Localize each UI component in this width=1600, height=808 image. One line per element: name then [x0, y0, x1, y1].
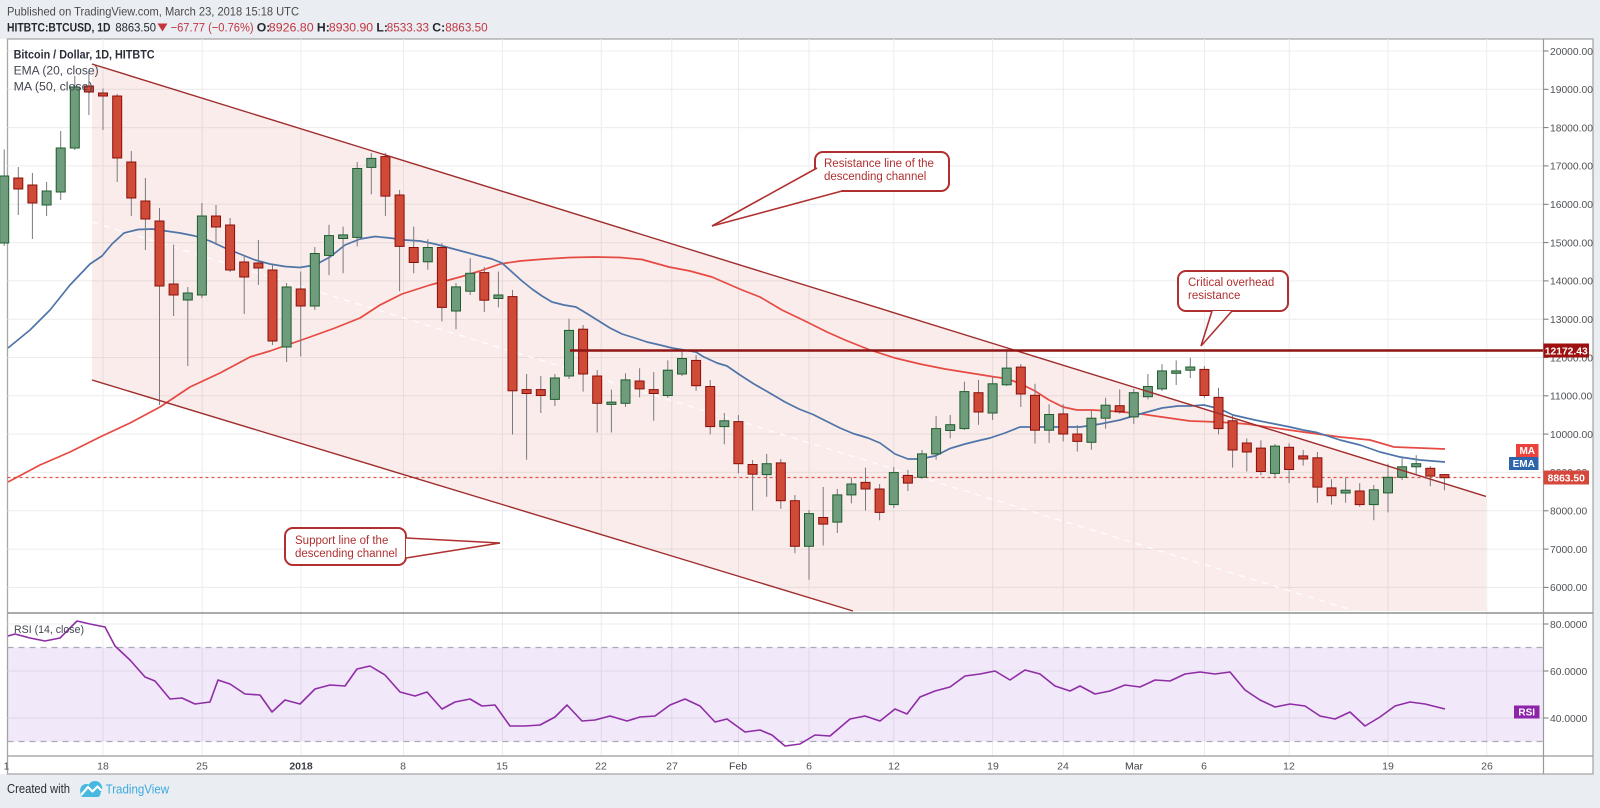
svg-text:TradingView: TradingView — [106, 782, 170, 797]
svg-text:8000.00: 8000.00 — [1550, 507, 1587, 518]
svg-text:18: 18 — [97, 761, 109, 773]
svg-text:resistance: resistance — [1188, 290, 1240, 302]
svg-text:22: 22 — [595, 761, 607, 773]
svg-text:Critical overhead: Critical overhead — [1188, 277, 1274, 289]
svg-text:6: 6 — [806, 761, 812, 773]
svg-text:Resistance line of the: Resistance line of the — [824, 158, 934, 170]
svg-text:Support line of the: Support line of the — [295, 535, 388, 547]
svg-text:12000.00: 12000.00 — [1550, 353, 1593, 364]
svg-text:RSI (14, close): RSI (14, close) — [14, 624, 84, 636]
svg-text:8863.50: 8863.50 — [1548, 473, 1585, 484]
svg-text:Created with: Created with — [7, 782, 70, 796]
svg-text:descending channel: descending channel — [295, 548, 397, 560]
svg-text:19: 19 — [1382, 761, 1394, 773]
svg-text:8: 8 — [400, 761, 406, 773]
svg-text:25: 25 — [196, 761, 208, 773]
svg-text:6000.00: 6000.00 — [1550, 583, 1587, 594]
svg-text:40.0000: 40.0000 — [1550, 714, 1587, 725]
svg-text:18000.00: 18000.00 — [1550, 123, 1593, 134]
svg-text:RSI: RSI — [1518, 708, 1535, 719]
svg-text:27: 27 — [666, 761, 678, 773]
svg-text:15000.00: 15000.00 — [1550, 238, 1593, 249]
svg-text:19000.00: 19000.00 — [1550, 85, 1593, 96]
svg-text:20000.00: 20000.00 — [1550, 47, 1593, 58]
svg-text:13000.00: 13000.00 — [1550, 315, 1593, 326]
svg-text:1: 1 — [4, 761, 10, 773]
svg-text:6: 6 — [1201, 761, 1207, 773]
svg-text:EMA (20, close): EMA (20, close) — [14, 66, 99, 78]
svg-text:Published on TradingView.com,: Published on TradingView.com, March 23, … — [7, 5, 299, 19]
svg-text:60.0000: 60.0000 — [1550, 667, 1587, 678]
svg-text:17000.00: 17000.00 — [1550, 162, 1593, 173]
svg-text:Feb: Feb — [729, 761, 747, 773]
svg-text:12: 12 — [888, 761, 900, 773]
svg-text:10000.00: 10000.00 — [1550, 430, 1593, 441]
svg-text:2018: 2018 — [289, 761, 313, 773]
svg-text:19: 19 — [987, 761, 999, 773]
svg-text:MA (50, close): MA (50, close) — [14, 82, 93, 94]
svg-text:12: 12 — [1283, 761, 1295, 773]
svg-text:descending channel: descending channel — [824, 171, 926, 183]
svg-text:12172.43: 12172.43 — [1545, 346, 1588, 357]
svg-text:7000.00: 7000.00 — [1550, 545, 1587, 556]
svg-text:11000.00: 11000.00 — [1550, 392, 1592, 403]
svg-text:MA: MA — [1519, 446, 1535, 457]
svg-text:EMA: EMA — [1513, 459, 1535, 470]
svg-text:24: 24 — [1057, 761, 1069, 773]
svg-text:Mar: Mar — [1125, 761, 1144, 773]
svg-text:15: 15 — [496, 761, 508, 773]
svg-text:16000.00: 16000.00 — [1550, 200, 1593, 211]
svg-text:26: 26 — [1481, 761, 1493, 773]
svg-text:14000.00: 14000.00 — [1550, 277, 1593, 288]
svg-text:80.0000: 80.0000 — [1550, 620, 1587, 631]
svg-text:Bitcoin / Dollar, 1D, HITBTC: Bitcoin / Dollar, 1D, HITBTC — [14, 48, 155, 62]
